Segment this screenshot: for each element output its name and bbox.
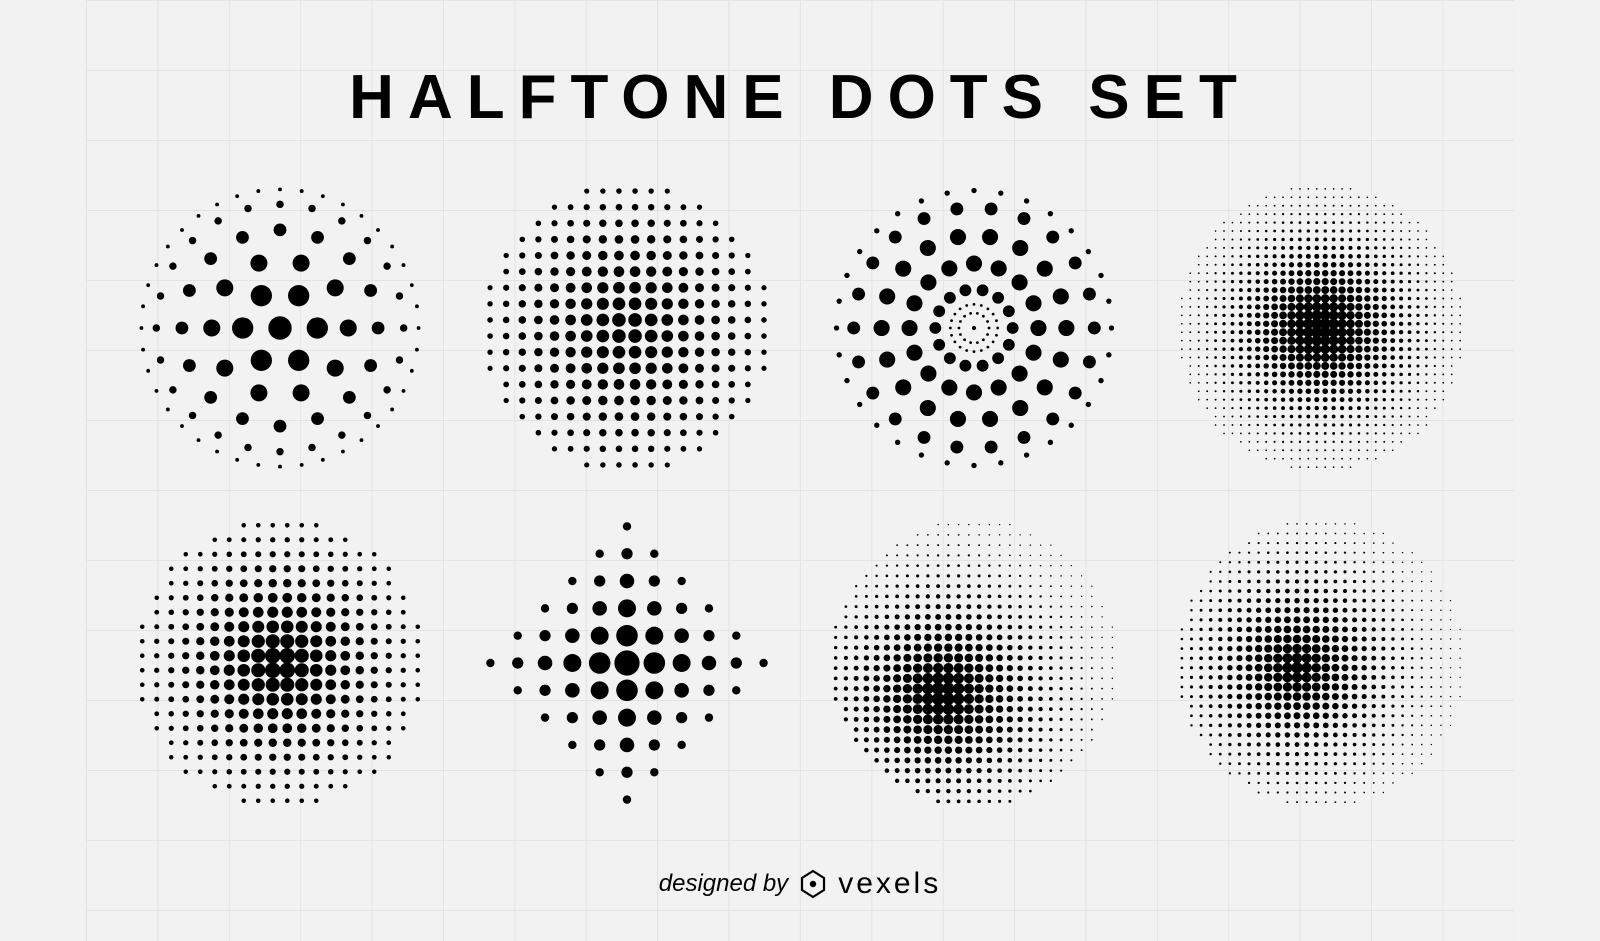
footer: designed by vexels xyxy=(86,867,1514,901)
pattern-cell xyxy=(126,160,433,496)
halftone-pattern xyxy=(1176,183,1466,473)
pattern-cell xyxy=(820,496,1127,832)
pattern-cell xyxy=(126,496,433,832)
pattern-cell xyxy=(1167,496,1474,832)
halftone-pattern xyxy=(482,518,772,808)
halftone-pattern xyxy=(1176,518,1466,808)
halftone-pattern xyxy=(829,183,1119,473)
vexels-logo-icon xyxy=(798,869,828,899)
halftone-pattern xyxy=(482,183,772,473)
pattern-cell xyxy=(1167,160,1474,496)
pattern-cell xyxy=(473,496,780,832)
artboard: HALFTONE DOTS SET designed by vexels xyxy=(86,0,1514,941)
halftone-pattern xyxy=(829,518,1119,808)
pattern-cell xyxy=(820,160,1127,496)
halftone-pattern xyxy=(135,183,425,473)
pattern-grid xyxy=(86,140,1514,851)
page-title: HALFTONE DOTS SET xyxy=(86,62,1514,133)
footer-designed-label: designed by xyxy=(659,870,788,898)
pattern-cell xyxy=(473,160,780,496)
halftone-pattern xyxy=(135,518,425,808)
footer-brand: vexels xyxy=(838,867,941,901)
